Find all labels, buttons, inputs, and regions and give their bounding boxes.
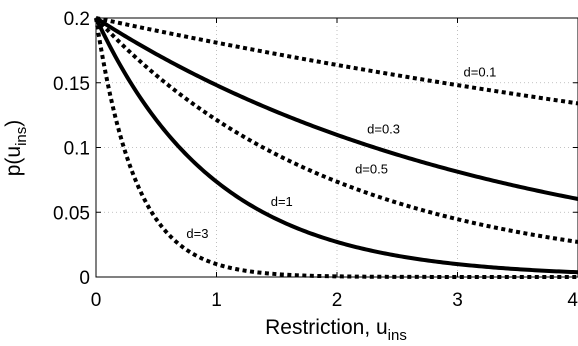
grid (96, 18, 578, 277)
y-tick-label: 0 (79, 268, 90, 289)
y-axis-title-sub: ins (13, 127, 30, 146)
x-tick-label: 3 (452, 290, 463, 311)
curve-label: d=1 (271, 194, 293, 209)
x-axis-title-sub: ins (388, 327, 407, 344)
curve-d-1 (94, 17, 578, 275)
curve-label: d=0.3 (367, 121, 400, 136)
x-axis-title: Restriction, uins (265, 316, 407, 344)
curve-d-0_5 (94, 16, 578, 244)
curve-d-3 (94, 17, 578, 279)
y-tick-label: 0.15 (53, 74, 90, 95)
curve-label: d=0.1 (464, 64, 497, 79)
curve-d-0_3 (94, 16, 578, 201)
x-tick-label: 0 (91, 290, 102, 311)
x-tick-label: 4 (567, 290, 578, 311)
curve-labels: d=0.1 d=0.3 d=0.5 d=1 d=3 (186, 64, 496, 241)
curves (94, 16, 578, 279)
y-tick-label: 0.05 (53, 203, 90, 224)
x-tick-label: 2 (332, 290, 343, 311)
x-tick-label: 1 (211, 290, 222, 311)
y-axis-title: p(uins) (2, 120, 30, 177)
curve-label: d=0.5 (355, 161, 388, 176)
y-axis-title-main: p(u (2, 146, 25, 176)
y-tick-label: 0.2 (64, 9, 90, 30)
x-axis-title-main: Restriction, u (265, 316, 388, 339)
axis-ticks: 0 1 2 3 4 0 0.05 0.1 0.15 0.2 (53, 9, 578, 311)
y-axis-title-close: ) (2, 120, 25, 127)
y-tick-label: 0.1 (64, 139, 90, 160)
curve-d-0_1 (95, 16, 578, 106)
curve-label: d=3 (186, 226, 208, 241)
